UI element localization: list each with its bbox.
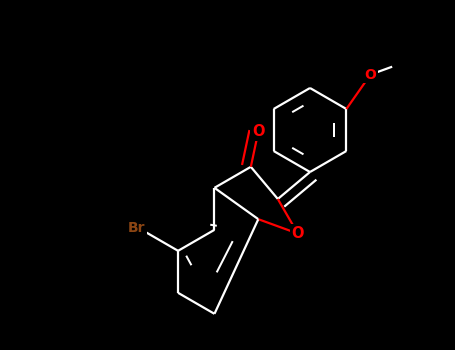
Text: Br: Br xyxy=(128,221,146,235)
Text: O: O xyxy=(252,124,264,139)
Text: O: O xyxy=(364,68,376,82)
Text: O: O xyxy=(292,226,304,241)
